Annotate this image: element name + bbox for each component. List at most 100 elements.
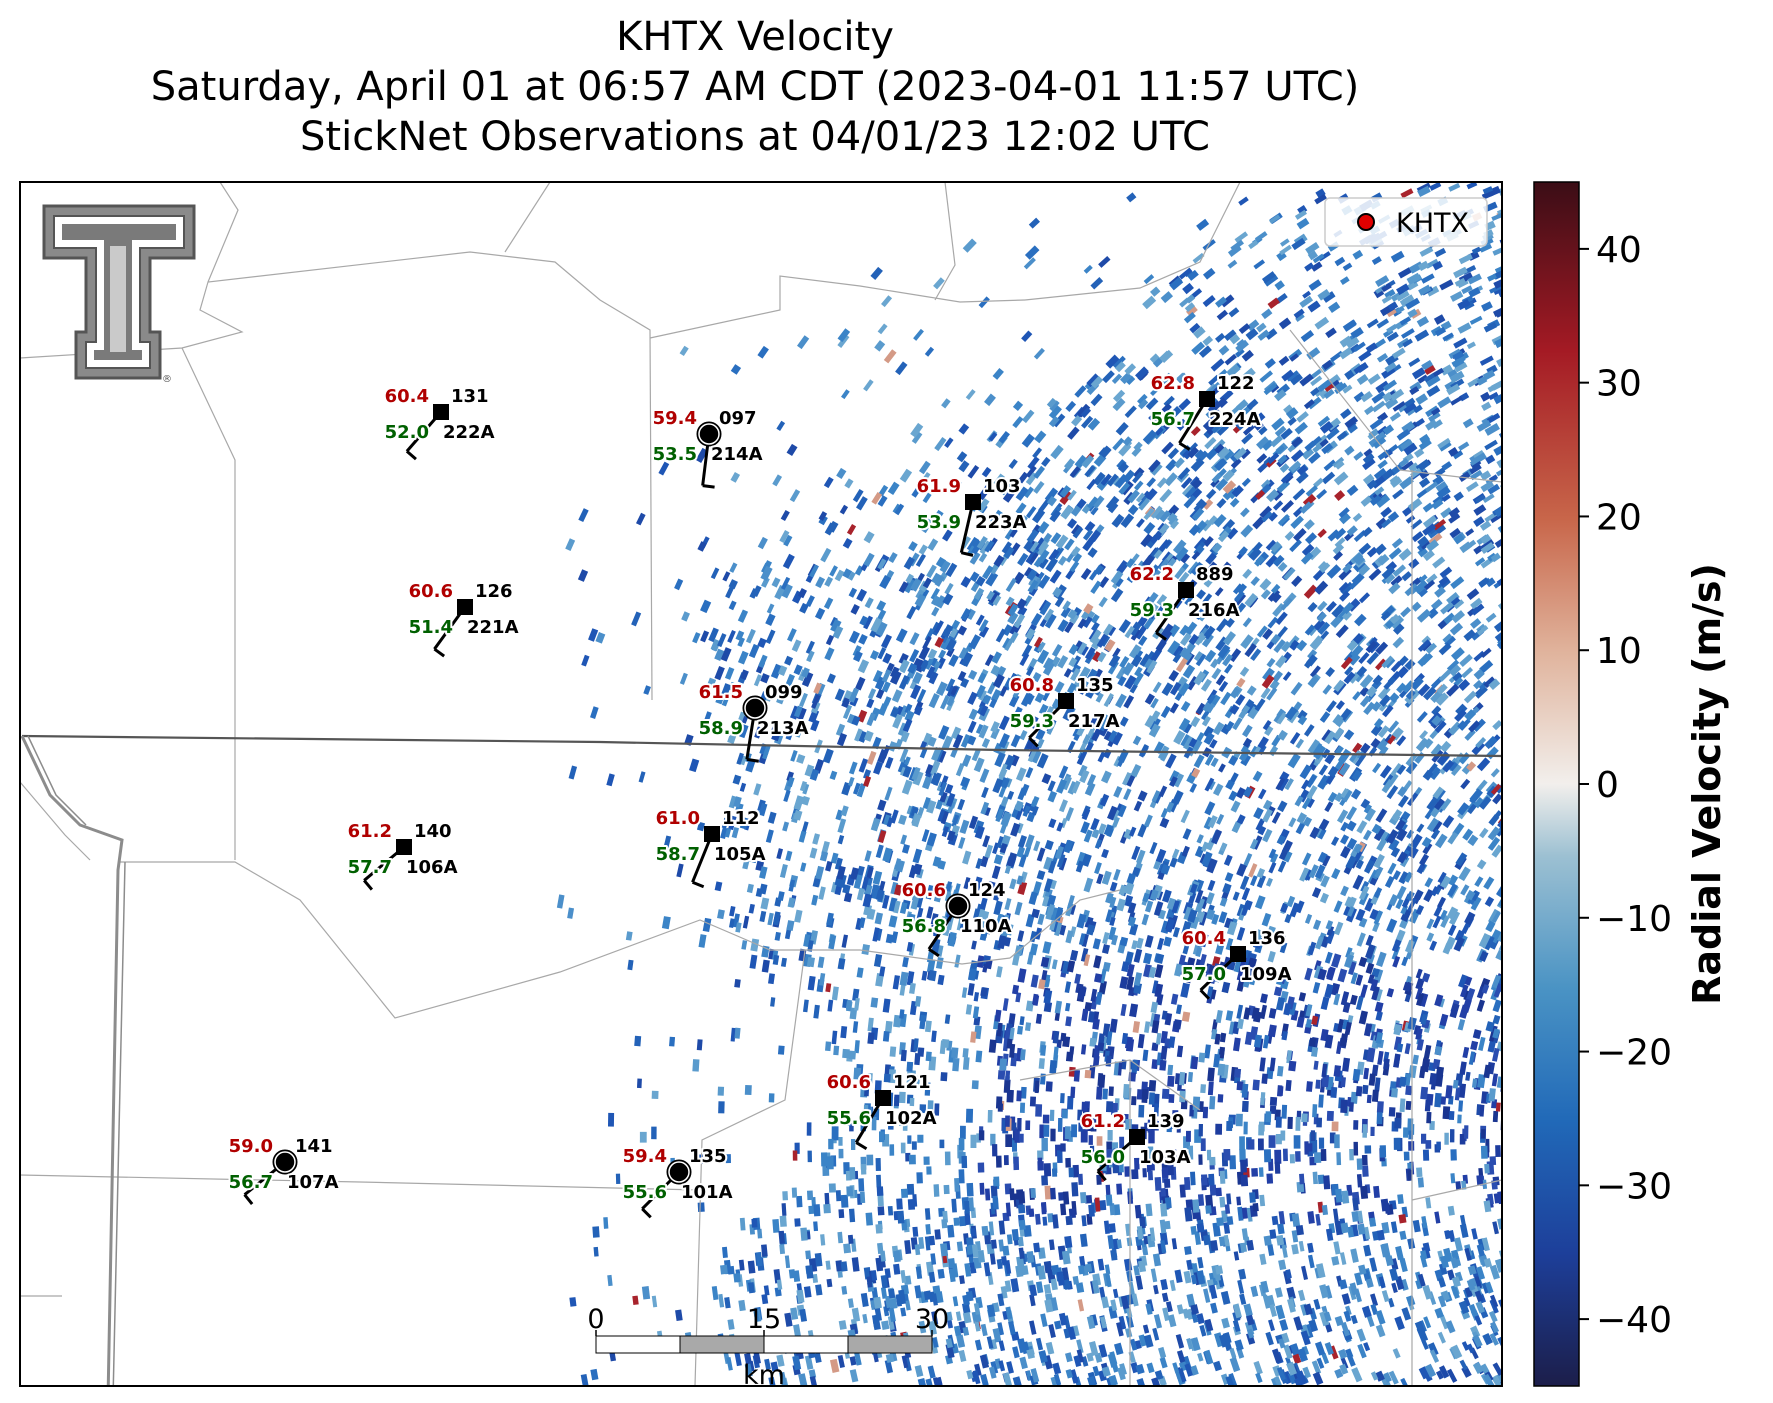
texas-tech-logo: ®	[42, 204, 196, 385]
colorbar-tick-label: 30	[1596, 364, 1642, 405]
station-dewpoint: 53.9	[917, 512, 961, 533]
station-square-marker	[1199, 391, 1215, 407]
station-temperature: 61.2	[1081, 1111, 1125, 1132]
station-id: 216A	[1188, 600, 1240, 621]
station-square-marker	[1178, 582, 1194, 598]
station-square-marker	[1230, 946, 1246, 962]
station-107A[interactable]: 59.0 141 56.7 107A	[227, 1134, 341, 1205]
station-square-marker	[704, 826, 720, 842]
station-105A[interactable]: 61.0 112 58.7 105A	[654, 806, 768, 889]
station-dewpoint: 55.6	[827, 1108, 871, 1129]
station-id: 223A	[975, 512, 1027, 533]
station-id: 214A	[711, 444, 763, 465]
station-circle-marker	[945, 893, 971, 919]
wind-barb-flag	[746, 757, 759, 763]
station-109A[interactable]: 60.4 136 57.0 109A	[1180, 926, 1294, 1000]
station-222A[interactable]: 60.4 131 52.0 222A	[383, 384, 497, 461]
station-circle-ring	[274, 1151, 296, 1173]
station-wind-direction: 122	[1217, 373, 1255, 394]
sticknet-stations: 60.4 131 52.0 222A 59.4 097 53.5 214A 62.8 122 56.…	[227, 371, 1294, 1219]
scale-bar: 0 15 30 km	[587, 1304, 949, 1391]
station-id: 224A	[1209, 409, 1261, 430]
title-line-1: KHTX Velocity	[616, 14, 894, 60]
station-temperature: 60.4	[385, 386, 429, 407]
station-dewpoint: 56.7	[1151, 409, 1195, 430]
wind-barb-flag	[855, 1141, 868, 1151]
radar-velocity-field	[556, 182, 1502, 1386]
station-wind-direction: 121	[893, 1072, 931, 1093]
station-circle-ring	[744, 697, 766, 719]
station-dewpoint: 55.6	[623, 1182, 667, 1203]
station-wind-direction: 103	[983, 476, 1021, 497]
station-id: 106A	[406, 857, 458, 878]
station-temperature: 60.8	[1010, 675, 1054, 696]
station-221A[interactable]: 60.6 126 51.4 221A	[407, 579, 521, 658]
wind-barb-flag	[433, 647, 446, 658]
station-id: 102A	[885, 1108, 937, 1129]
station-square-marker	[433, 404, 449, 420]
station-id: 217A	[1068, 711, 1120, 732]
station-106A[interactable]: 61.2 140 57.7 106A	[346, 819, 460, 891]
colorbar-tick-label: −20	[1596, 1033, 1672, 1074]
station-temperature: 61.5	[699, 682, 743, 703]
logo-registered-mark: ®	[162, 374, 172, 385]
station-wind-direction: 136	[1248, 928, 1286, 949]
wind-barb-flag	[1178, 441, 1191, 451]
colorbar-label: Radial Velocity (m/s)	[1685, 563, 1729, 1005]
county-boundaries	[20, 182, 1502, 1386]
colorbar-tick-label: 20	[1596, 497, 1642, 538]
station-101A[interactable]: 59.4 135 55.6 101A	[621, 1144, 735, 1219]
station-102A[interactable]: 60.6 121 55.6 102A	[825, 1070, 939, 1151]
wind-barb-flag	[1199, 989, 1211, 1000]
station-id: 107A	[287, 1172, 339, 1193]
station-103A[interactable]: 61.2 139 56.0 103A	[1079, 1109, 1193, 1182]
station-dewpoint: 52.0	[385, 422, 429, 443]
station-224A[interactable]: 62.8 122 56.7 224A	[1149, 371, 1263, 451]
station-wind-direction: 131	[451, 386, 489, 407]
station-110A[interactable]: 60.6 124 56.8 110A	[900, 878, 1014, 958]
station-217A[interactable]: 60.8 135 59.3 217A	[1008, 673, 1122, 748]
station-square-marker	[396, 839, 412, 855]
station-223A[interactable]: 61.9 103 53.9 223A	[915, 474, 1029, 557]
wind-barb-flag	[363, 879, 374, 891]
state-boundaries	[20, 734, 1502, 1386]
station-wind-direction: 139	[1147, 1111, 1185, 1132]
station-dewpoint: 58.9	[699, 718, 743, 739]
station-dewpoint: 57.7	[348, 857, 392, 878]
station-id: 103A	[1139, 1147, 1191, 1168]
wind-barb-flag	[641, 1207, 652, 1219]
station-id: 105A	[714, 844, 766, 865]
colorbar-tick-label: −40	[1596, 1300, 1672, 1341]
station-circle-ring	[698, 423, 720, 445]
station-wind-direction: 135	[1076, 675, 1114, 696]
station-temperature: 59.0	[229, 1136, 273, 1157]
station-temperature: 60.4	[1182, 928, 1226, 949]
station-dewpoint: 51.4	[409, 617, 453, 638]
station-214A[interactable]: 59.4 097 53.5 214A	[651, 406, 765, 489]
legend-marker-icon	[1357, 213, 1375, 231]
title-line-2: Saturday, April 01 at 06:57 AM CDT (2023…	[150, 64, 1360, 110]
colorbar-ticks: 40 30 20 10 0 −10 −20 −30 −40	[1579, 230, 1672, 1341]
map-frame	[19, 181, 1503, 1387]
station-dewpoint: 56.8	[902, 916, 946, 937]
station-temperature: 60.6	[409, 581, 453, 602]
wind-barb-flag	[405, 450, 417, 461]
station-dewpoint: 56.0	[1081, 1147, 1125, 1168]
wind-barb-staff	[959, 501, 975, 554]
colorbar-gradient	[1533, 181, 1580, 1387]
wind-barb-flag	[702, 484, 715, 489]
station-wind-direction: 099	[765, 682, 803, 703]
wind-barb-flag	[1028, 736, 1039, 748]
station-213A[interactable]: 61.5 099 58.9 213A	[697, 680, 811, 763]
station-temperature: 60.6	[827, 1072, 871, 1093]
station-wind-direction: 140	[414, 821, 452, 842]
colorbar-tick-label: −10	[1596, 899, 1672, 940]
wind-barb-staff	[691, 833, 714, 883]
station-temperature: 62.2	[1130, 564, 1174, 585]
station-wind-direction: 126	[475, 581, 513, 602]
colorbar: 40 30 20 10 0 −10 −20 −30 −40 Radial Velocity (m…	[1533, 181, 1729, 1387]
station-216A[interactable]: 62.2 889 59.3 216A	[1128, 562, 1242, 641]
station-wind-direction: 135	[689, 1146, 727, 1167]
wind-barb-flag	[928, 947, 940, 958]
